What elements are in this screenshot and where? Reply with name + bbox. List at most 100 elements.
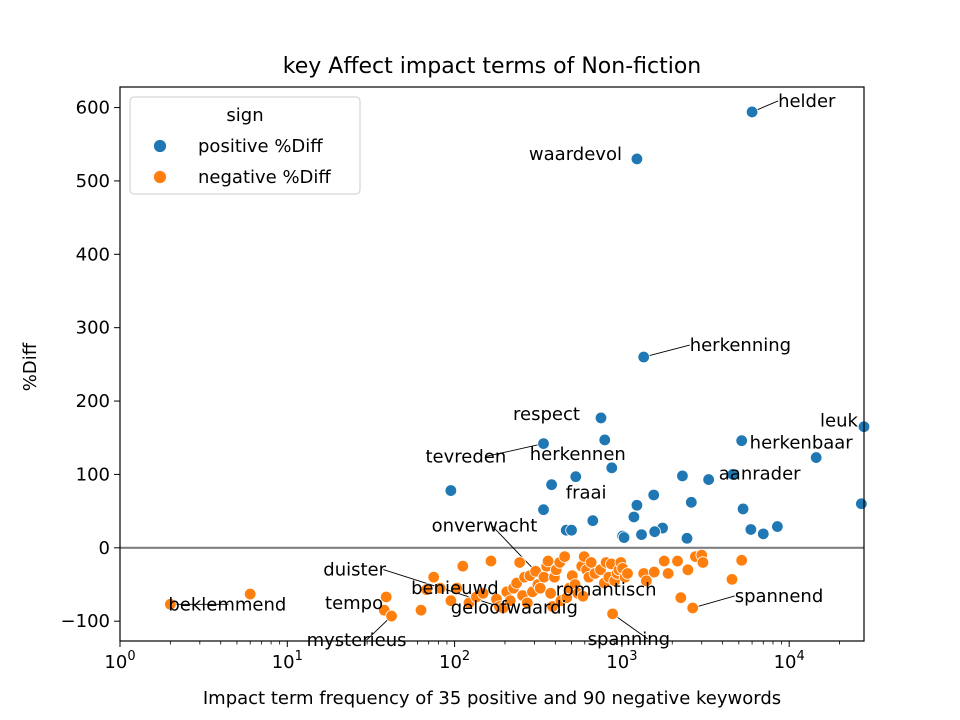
scatter-point	[504, 594, 517, 607]
annotation-label: spannend	[735, 586, 824, 607]
y-tick-label: 200	[76, 391, 110, 412]
y-tick-label: 0	[99, 538, 110, 559]
scatter-point	[630, 152, 644, 166]
scatter-point	[744, 523, 758, 536]
scatter-point	[681, 563, 695, 577]
scatter-point	[627, 510, 641, 524]
scatter-point	[621, 567, 634, 580]
annotation-label: aanrader	[719, 463, 801, 484]
series-negative	[164, 548, 748, 623]
series-positive	[444, 105, 871, 545]
legend-label-negative: negative %Diff	[198, 167, 331, 188]
scatter-point	[686, 601, 699, 615]
scatter-point	[513, 556, 526, 569]
scatter-point	[476, 587, 490, 600]
scatter-point	[736, 502, 750, 516]
annotation-leader	[485, 443, 544, 458]
scatter-point	[534, 581, 547, 595]
legend-marker-positive	[153, 139, 167, 153]
annotation-label: benieuwd	[411, 578, 499, 599]
scatter-point	[484, 554, 498, 568]
annotation-label: herkenbaar	[750, 433, 854, 454]
annotation-label: geloofwaardig	[451, 598, 578, 619]
scatter-point	[647, 488, 660, 502]
scatter-point	[809, 451, 823, 464]
scatter-point	[379, 590, 393, 604]
legend-title: sign	[226, 105, 263, 126]
annotation-label: duister	[323, 560, 386, 581]
y-axis-label: %Diff	[20, 342, 41, 391]
scatter-point	[735, 434, 748, 447]
annotation-label: herkenning	[690, 335, 791, 356]
scatter-points	[164, 105, 871, 623]
annotation-label: helder	[778, 91, 836, 112]
scatter-point	[594, 411, 608, 425]
annotation-label: fraai	[566, 483, 607, 504]
scatter-point	[617, 531, 631, 544]
scatter-point	[735, 554, 748, 567]
scatter-point	[414, 603, 428, 617]
scatter-point	[605, 461, 618, 475]
scatter-point	[685, 496, 698, 509]
annotation-label: tempo	[325, 593, 383, 614]
y-tick-label: −100	[61, 611, 110, 632]
annotation-label: onverwacht	[432, 515, 538, 536]
scatter-point	[598, 433, 611, 447]
scatter-point	[558, 550, 571, 563]
scatter-point	[637, 350, 650, 364]
scatter-point	[541, 554, 555, 568]
chart-title: key Affect impact terms of Non-fiction	[283, 54, 701, 79]
scatter-point	[521, 596, 534, 610]
scatter-point	[725, 573, 739, 586]
scatter-point	[565, 524, 578, 537]
scatter-point	[657, 554, 671, 568]
y-tick-label: 300	[76, 318, 110, 339]
scatter-point	[444, 484, 458, 497]
scatter-point	[648, 525, 661, 538]
scatter-point	[584, 556, 598, 569]
scatter-point	[671, 554, 684, 568]
scatter-point	[771, 520, 784, 533]
legend-box	[129, 96, 361, 195]
annotation-leader	[491, 524, 536, 572]
legend: sign positive %Diff negative %Diff	[129, 96, 361, 195]
annotation-leader	[692, 595, 735, 609]
scatter-point	[661, 567, 675, 580]
y-tick-label: 500	[76, 171, 110, 192]
scatter-point	[385, 609, 398, 623]
plot-frame	[119, 86, 865, 642]
scatter-point	[546, 600, 559, 613]
scatter-point	[676, 469, 689, 483]
scatter-point	[586, 514, 599, 527]
scatter-point	[635, 528, 648, 541]
legend-marker-negative	[153, 170, 167, 184]
annotation-label: beklemmend	[168, 594, 286, 615]
scatter-point	[855, 497, 868, 510]
scatter-point	[745, 105, 759, 119]
scatter-point	[630, 499, 644, 512]
legend-label-positive: positive %Diff	[198, 136, 323, 157]
annotation-label: tevreden	[426, 447, 507, 468]
scatter-point	[674, 591, 688, 604]
annotation-label: spanning	[588, 629, 671, 650]
x-axis-label: Impact term frequency of 35 positive and…	[203, 688, 781, 709]
scatter-point	[569, 470, 582, 483]
annotation-label: leuk	[820, 411, 858, 432]
scatter-point	[420, 583, 433, 596]
annotation-leader	[643, 344, 690, 358]
scatter-point	[164, 598, 177, 611]
scatter-point	[537, 570, 551, 584]
scatter-point	[427, 570, 440, 584]
scatter-point	[696, 556, 710, 569]
annotation-label: herkennen	[530, 444, 626, 465]
y-tick-label: 100	[76, 464, 110, 485]
annotation-leader	[612, 613, 648, 640]
y-tick-label: 600	[76, 98, 110, 119]
scatter-point	[606, 607, 619, 621]
scatter-point	[433, 581, 447, 595]
annotation-label: romantisch	[556, 579, 657, 600]
annotation-label: waardevol	[529, 144, 622, 165]
scatter-point	[680, 532, 694, 545]
